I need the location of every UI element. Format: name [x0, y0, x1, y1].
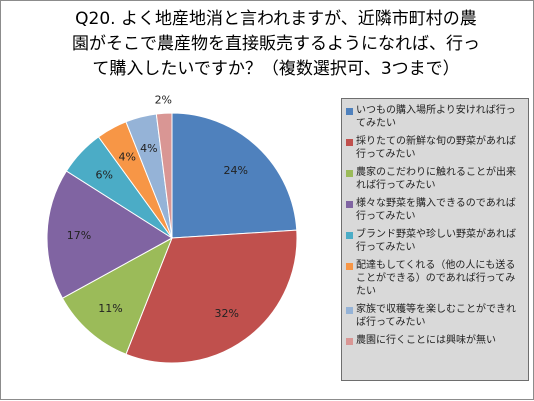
legend-label: いつもの購入場所より安ければ行ってみたい [356, 105, 516, 129]
legend-label: 農家のこだわりに触れることが出来れば行ってみたい [356, 167, 516, 191]
data-label-7: 4% [140, 142, 157, 155]
legend-label: 配達もしてくれる（他の人にも送ることができる）のであれば行ってみたい [356, 260, 516, 297]
legend-swatch [346, 170, 353, 177]
pie-slice-1 [171, 112, 298, 239]
data-label-1: 24% [223, 164, 247, 177]
data-label-3: 11% [98, 302, 122, 315]
pie-slice-4 [46, 170, 173, 299]
data-label-5: 6% [95, 168, 112, 181]
legend-item-3: 農家のこだわりに触れることが出来れば行ってみたい [346, 166, 524, 192]
legend-swatch [346, 139, 353, 146]
legend-item-1: いつもの購入場所より安ければ行ってみたい [346, 104, 524, 130]
legend-label: 家族で収穫等を楽しむことができれば行ってみたい [356, 304, 516, 328]
legend-item-2: 採りたての新鮮な旬の野菜があれば行ってみたい [346, 135, 524, 161]
legend-label: 採りたての新鮮な旬の野菜があれば行ってみたい [356, 136, 516, 160]
legend-item-5: ブランド野菜や珍しい野菜があれば行ってみたい [346, 228, 524, 254]
data-label-8: 2% [155, 93, 172, 106]
pie-slice-3 [61, 236, 173, 355]
legend-label: 農園に行くことには興味が無い [356, 335, 496, 346]
legend-swatch [346, 201, 353, 208]
legend-item-4: 様々な野菜を購入できるのであれば行ってみたい [346, 197, 524, 223]
legend-swatch [346, 338, 353, 345]
legend-swatch [346, 232, 353, 239]
legend-item-8: 農園に行くことには興味が無い [346, 334, 524, 347]
data-label-6: 4% [118, 151, 135, 164]
data-label-4: 17% [67, 229, 91, 242]
pie-slice-2 [125, 229, 298, 364]
pie-slice-8 [155, 112, 173, 239]
legend-label: 様々な野菜を購入できるのであれば行ってみたい [356, 198, 516, 222]
data-label-2: 32% [214, 307, 238, 320]
chart-title: Q20. よく地産地消と言われますが、近隣市町村の農 園がそこで農産物を直接販売… [72, 9, 480, 79]
legend-item-6: 配達もしてくれる（他の人にも送ることができる）のであれば行ってみたい [346, 259, 524, 298]
legend-swatch [346, 108, 353, 115]
chart-legend: いつもの購入場所より安ければ行ってみたい 採りたての新鮮な旬の野菜があれば行ってみ… [341, 98, 529, 381]
legend-swatch [346, 307, 353, 314]
legend-item-7: 家族で収穫等を楽しむことができれば行ってみたい [346, 303, 524, 329]
legend-swatch [346, 263, 353, 270]
legend-label: ブランド野菜や珍しい野菜があれば行ってみたい [356, 229, 516, 253]
